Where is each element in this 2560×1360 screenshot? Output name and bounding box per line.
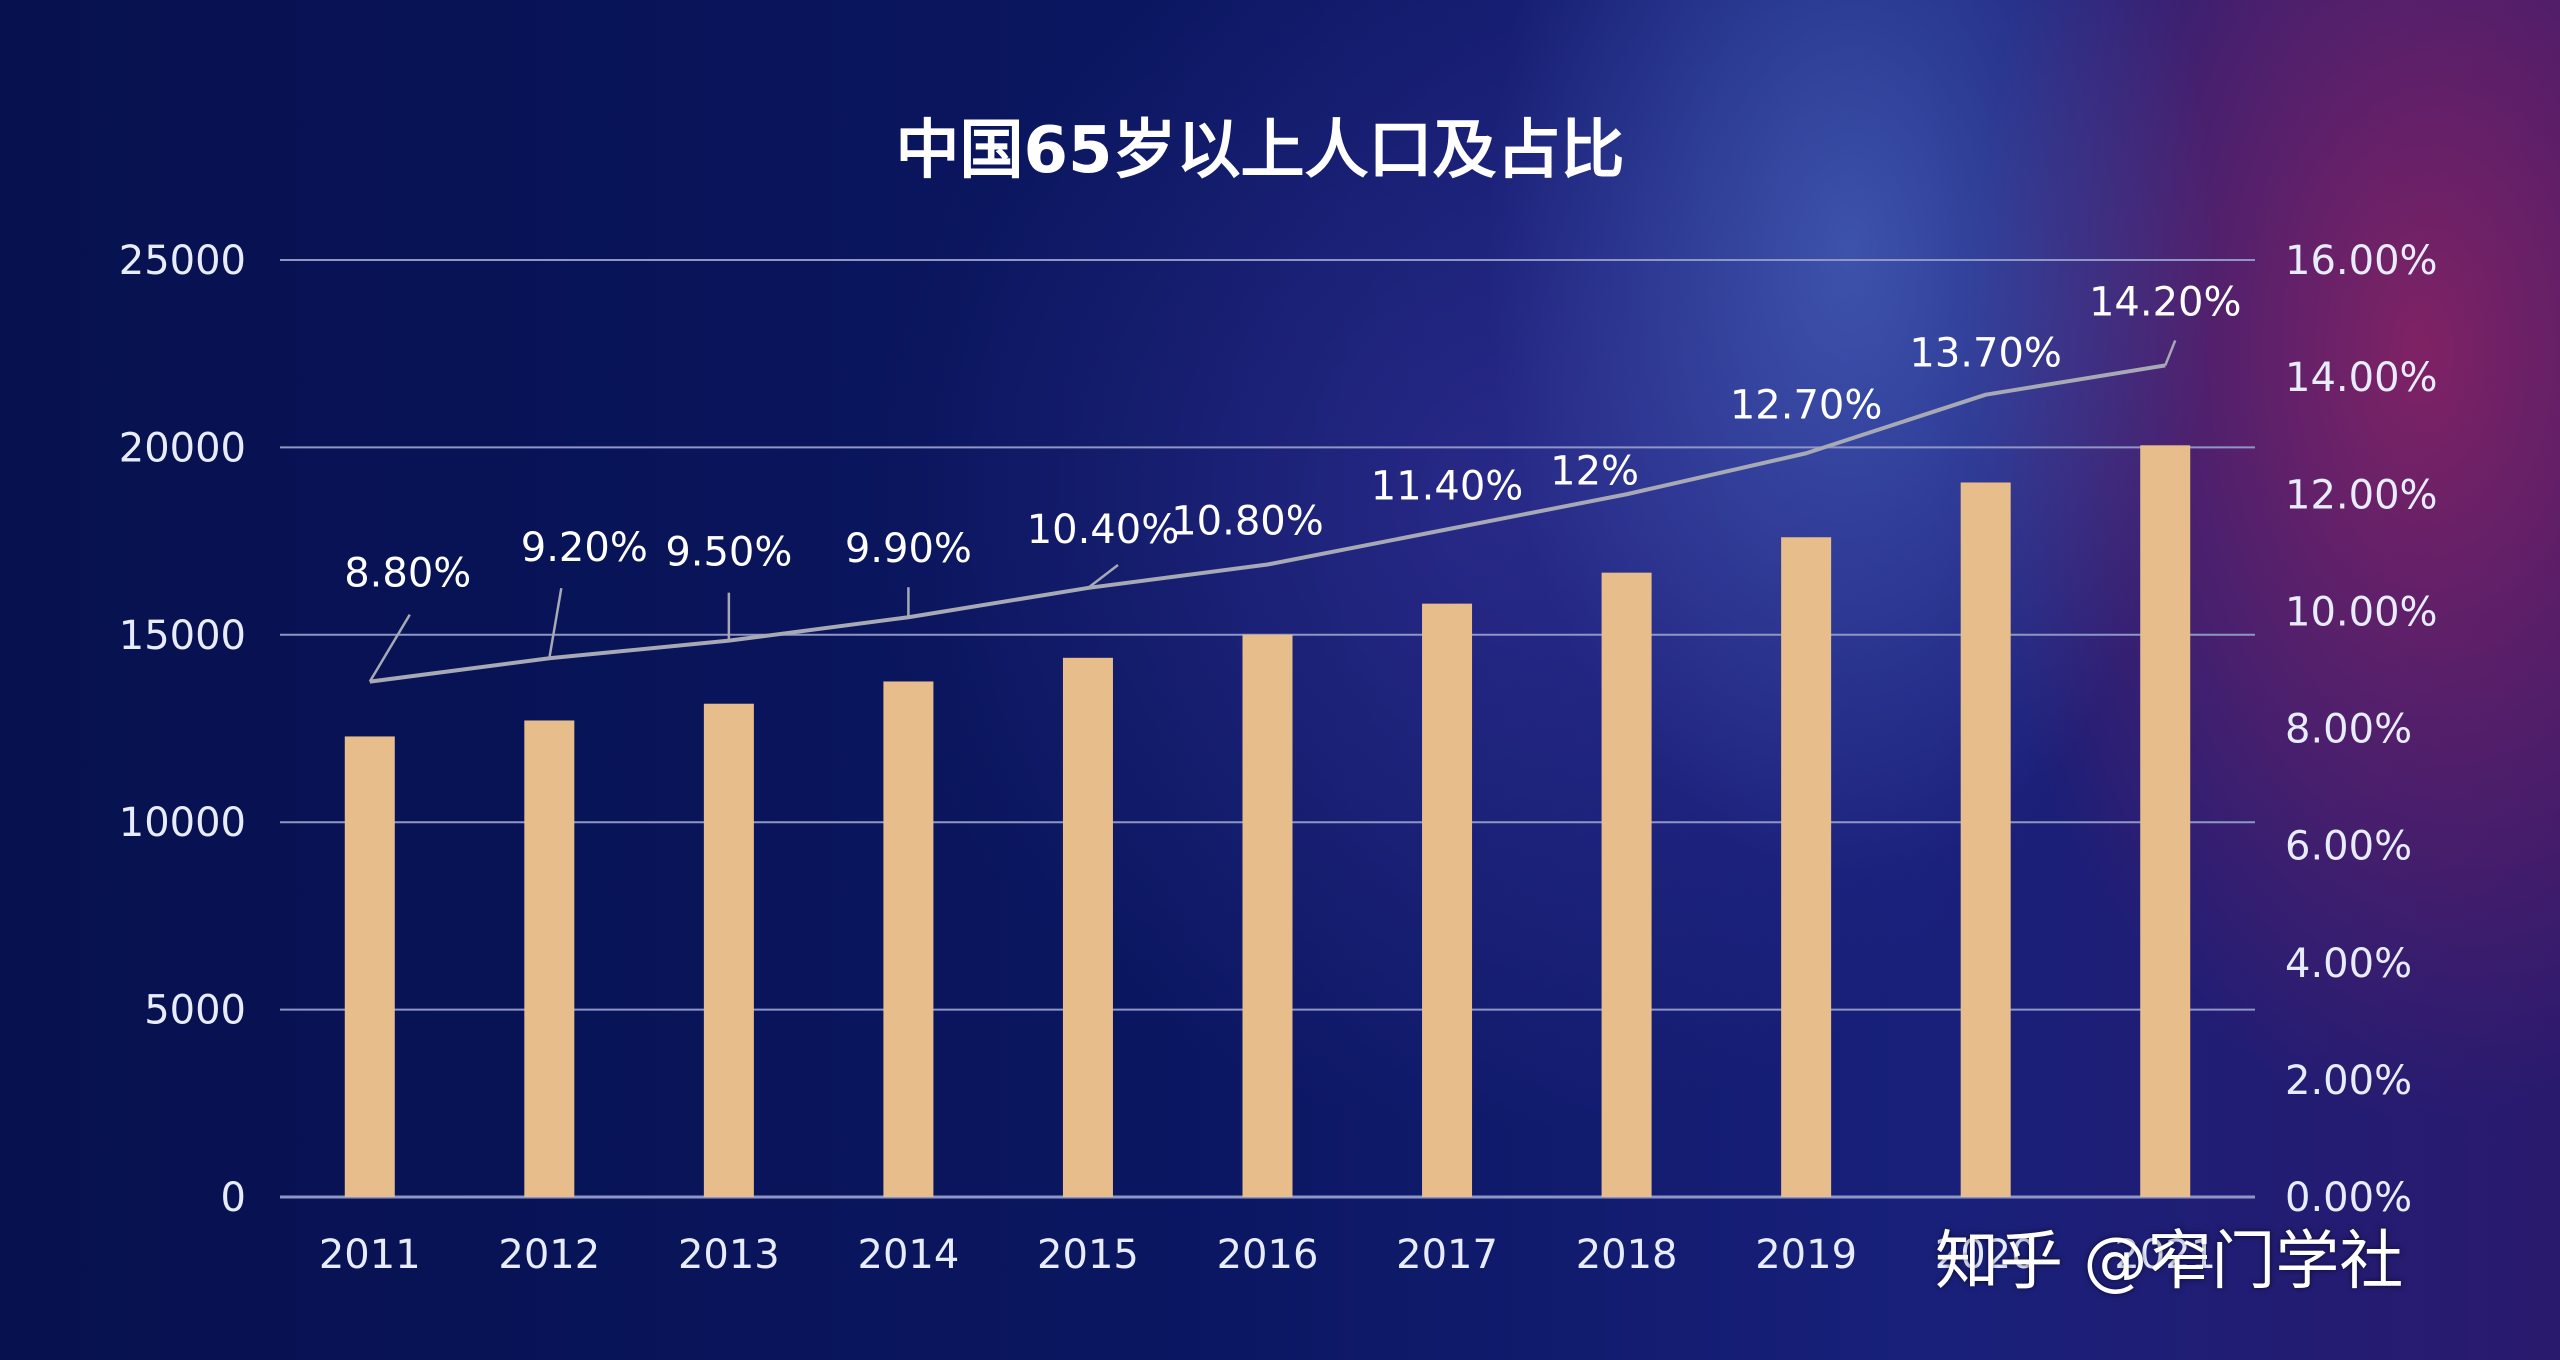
line-series: 8.80% 9.20% 9.50% 9.90% 10.40%10.80% 11.40% 12… [344, 279, 2242, 684]
y-left-tick-label: 5000 [144, 988, 246, 1034]
x-tick-label: 2011 [319, 1232, 421, 1278]
y-right-tick-label: 10.00% [2285, 589, 2438, 635]
bar [1960, 482, 2011, 1197]
label-leader-line [1087, 563, 1119, 589]
x-tick-label: 2018 [1576, 1232, 1678, 1278]
y-left-tick-label: 20000 [119, 425, 246, 471]
y-right-tick-label: 0.00% [2285, 1175, 2412, 1221]
data-label: 10.40% [1027, 507, 1180, 553]
y-right-tick-label: 8.00% [2285, 707, 2412, 753]
x-tick-label: 2016 [1217, 1232, 1319, 1278]
x-tick-label: 2017 [1396, 1232, 1498, 1278]
bars [344, 445, 2191, 1197]
data-label: 8.80% [344, 551, 471, 597]
y-left-tick-label: 15000 [119, 613, 246, 659]
data-label: 11.40% [1371, 463, 1524, 509]
data-label: 12.70% [1730, 382, 1883, 428]
y-right-tick-label: 12.00% [2285, 472, 2438, 518]
data-label: 9.90% [845, 526, 972, 572]
x-tick-label: 2014 [858, 1232, 960, 1278]
axes: 0 5000 10000 15000 20000 25000 0.00% 2.00% 4.00%… [119, 238, 2438, 1278]
line-path [369, 363, 2166, 684]
x-tick-label: 2019 [1755, 1232, 1857, 1278]
x-tick-label: 2013 [678, 1232, 780, 1278]
x-tick-label: 2020 [1935, 1232, 2037, 1278]
bar [1781, 537, 1832, 1197]
x-tick-label: 2015 [1037, 1232, 1139, 1278]
x-tick-label: 2021 [2114, 1232, 2216, 1278]
y-right-tick-label: 4.00% [2285, 941, 2412, 987]
data-label: 13.70% [1909, 331, 2062, 377]
label-leader-line [2164, 339, 2177, 366]
y-left-tick-label: 0 [221, 1175, 246, 1221]
bar [1422, 603, 1473, 1197]
bar [524, 720, 575, 1197]
bar [1062, 657, 1113, 1197]
bar [883, 681, 934, 1197]
y-right-tick-label: 2.00% [2285, 1058, 2412, 1104]
data-label: 10.80% [1171, 499, 1324, 545]
bar [1242, 634, 1293, 1197]
x-tick-label: 2012 [498, 1232, 600, 1278]
watermark-text: 知乎 @窄门学社 [1935, 1225, 2404, 1299]
y-left-tick-label: 10000 [119, 800, 246, 846]
y-right-tick-label: 6.00% [2285, 824, 2412, 870]
bar [344, 736, 395, 1197]
y-left-tick-label: 25000 [119, 238, 246, 284]
data-label: 9.50% [665, 530, 792, 576]
y-right-tick-label: 16.00% [2285, 238, 2438, 284]
y-right-tick-label: 14.00% [2285, 355, 2438, 401]
bar [703, 703, 754, 1197]
bar [2140, 445, 2191, 1197]
label-leader-line [548, 588, 563, 659]
bar [1601, 572, 1652, 1197]
chart-title: 中国65岁以上人口及占比 [895, 114, 1624, 188]
label-leader-line [368, 614, 411, 683]
data-label: 9.20% [521, 525, 648, 571]
data-label: 14.20% [2089, 279, 2242, 325]
data-label: 12% [1550, 448, 1639, 494]
